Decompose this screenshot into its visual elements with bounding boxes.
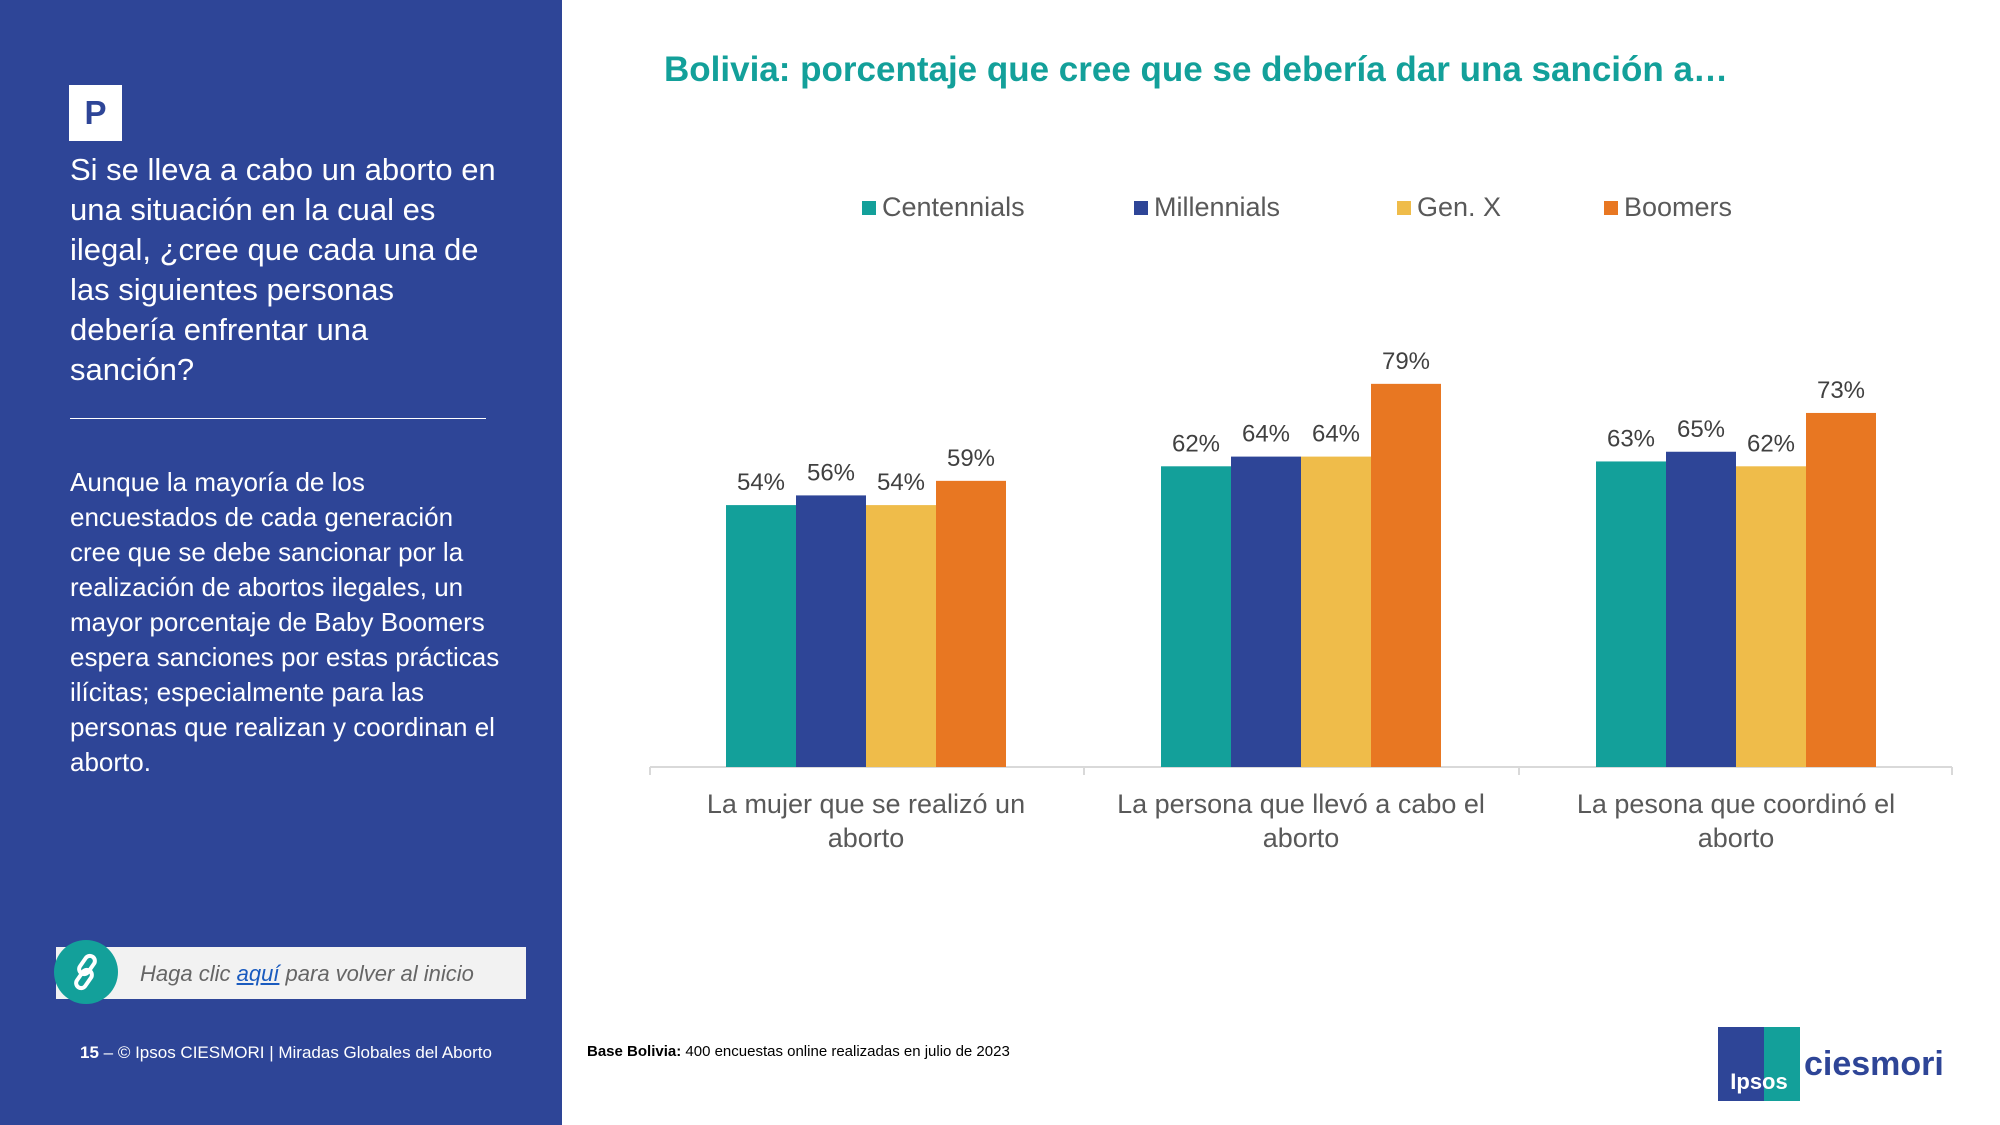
divider — [70, 418, 486, 419]
data-label: 79% — [1382, 348, 1430, 375]
question-text: Si se lleva a cabo un aborto en una situ… — [70, 152, 496, 387]
back-to-start-text: Haga clic aquí para volver al inicio — [140, 961, 474, 987]
legend-label-genx: Gen. X — [1417, 192, 1502, 222]
footer-text: © Ipsos CIESMORI | Miradas Globales del … — [117, 1043, 492, 1062]
legend-item-centennials: Centennials — [862, 192, 1025, 223]
base-note-text: 400 encuestas online realizadas en julio… — [681, 1043, 1010, 1060]
logo-brand: Ipsos — [1730, 1069, 1788, 1094]
bar-genx-0 — [866, 505, 936, 767]
bar-millennials-0 — [796, 495, 866, 767]
sidebar: P Si se lleva a cabo un aborto en una si… — [0, 0, 562, 1125]
category-label: La pesona que coordinó el — [1577, 789, 1895, 819]
back-to-start-link[interactable]: aquí — [236, 961, 280, 986]
legend-swatch-centennials — [862, 200, 876, 215]
question-badge: P — [69, 85, 122, 141]
bar-centennials-1 — [1161, 466, 1231, 767]
bar-genx-1 — [1301, 456, 1371, 767]
ipsos-ciesmori-logo: Ipsos ciesmori — [1718, 1027, 1944, 1101]
data-label: 59% — [947, 445, 995, 472]
footer-copyright: 15 – © Ipsos CIESMORI | Miradas Globales… — [80, 1043, 492, 1063]
data-label: 73% — [1817, 377, 1865, 404]
bar-boomers-1 — [1371, 383, 1441, 767]
footer-dash: – — [98, 1043, 118, 1062]
data-label: 62% — [1172, 430, 1220, 457]
category-label: aborto — [828, 823, 905, 853]
ipsos-logo-box: Ipsos — [1718, 1027, 1800, 1101]
bar-centennials-0 — [726, 505, 796, 767]
page-number: 15 — [80, 1043, 99, 1062]
insight-text: Aunque la mayoría de los encuestados de … — [70, 467, 500, 777]
data-label: 65% — [1677, 416, 1725, 443]
data-label: 62% — [1747, 430, 1795, 457]
category-label: aborto — [1698, 823, 1775, 853]
bar-boomers-2 — [1806, 412, 1876, 767]
bar-millennials-1 — [1231, 456, 1301, 767]
category-label: La persona que llevó a cabo el — [1117, 789, 1485, 819]
data-label: 64% — [1242, 421, 1290, 448]
legend-item-genx: Gen. X — [1397, 192, 1501, 223]
data-label: 64% — [1312, 421, 1360, 448]
data-label: 56% — [807, 459, 855, 486]
legend-label-centennials: Centennials — [882, 192, 1025, 222]
legend-swatch-boomers — [1604, 200, 1618, 215]
bar-boomers-0 — [936, 480, 1006, 767]
data-label: 54% — [737, 469, 785, 496]
back-to-start-button[interactable]: Haga clic aquí para volver al inicio — [56, 947, 526, 999]
data-label: 54% — [877, 469, 925, 496]
legend-swatch-millennials — [1134, 200, 1148, 215]
legend-label-millennials: Millennials — [1154, 192, 1281, 222]
legend-item-millennials: Millennials — [1134, 192, 1280, 223]
chart-legend: Centennials Millennials Gen. X Boomers — [0, 192, 2000, 232]
bar-centennials-2 — [1596, 461, 1666, 767]
bar-genx-2 — [1736, 466, 1806, 767]
category-label: La mujer que se realizó un — [707, 789, 1025, 819]
bar-millennials-2 — [1666, 451, 1736, 767]
legend-item-boomers: Boomers — [1604, 192, 1732, 223]
back-link-suffix: para volver al inicio — [279, 961, 474, 986]
data-label: 63% — [1607, 425, 1655, 452]
legend-label-boomers: Boomers — [1624, 192, 1733, 222]
base-note: Base Bolivia: 400 encuestas online reali… — [587, 1043, 1010, 1060]
chain-link-icon[interactable] — [54, 940, 118, 1004]
logo-word: ciesmori — [1804, 1044, 1944, 1083]
chart-title: Bolivia: porcentaje que cree que se debe… — [664, 50, 1728, 89]
legend-swatch-genx — [1397, 200, 1411, 215]
category-label: aborto — [1263, 823, 1340, 853]
base-note-label: Base Bolivia: — [587, 1043, 682, 1060]
back-link-prefix: Haga clic — [140, 961, 237, 986]
